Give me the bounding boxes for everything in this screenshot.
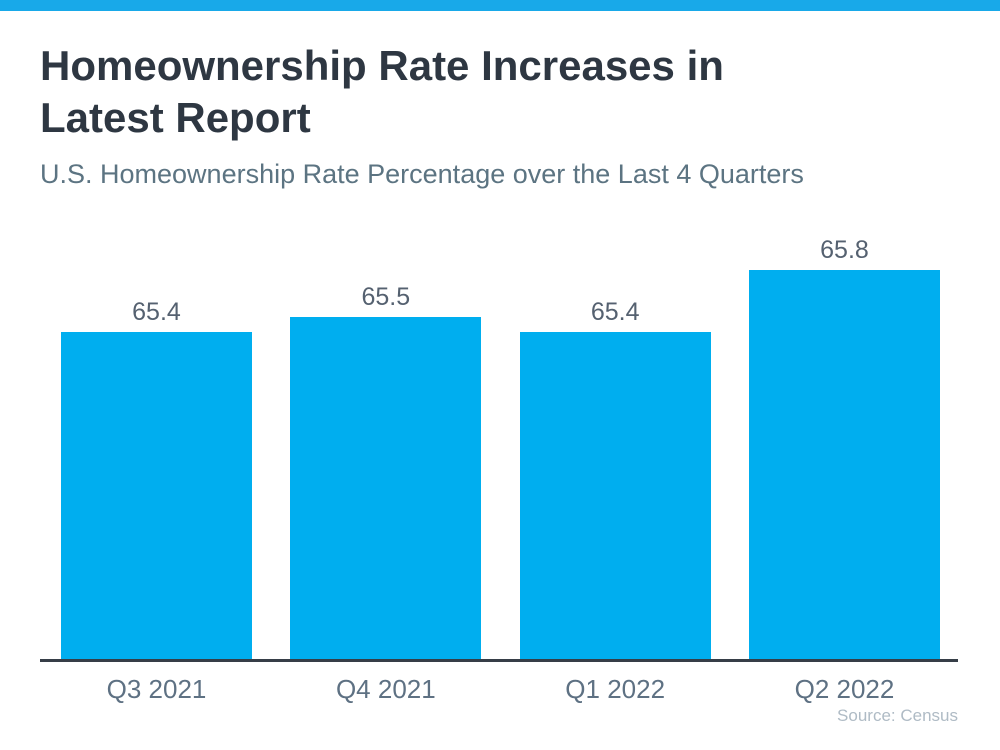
bar: [519, 332, 711, 659]
x-axis-line: [40, 659, 958, 662]
bar-value-label: 65.4: [132, 298, 181, 326]
bar-group: 65.4: [61, 298, 252, 659]
bar: [290, 317, 482, 659]
plot-area: 65.4 65.5 65.4 65.8: [40, 236, 958, 659]
x-axis-tick-label: Q1 2022: [565, 674, 666, 704]
bar-group: 65.8: [748, 236, 940, 659]
x-axis-tick-label: Q2 2022: [794, 674, 895, 704]
bar-group: 65.5: [290, 283, 482, 659]
page-title: Homeownership Rate Increases in Latest R…: [40, 42, 724, 141]
bar: [748, 270, 940, 659]
bar-value-label: 65.5: [361, 283, 411, 311]
bar-value-label: 65.4: [590, 298, 640, 326]
chart-subtitle: U.S. Homeownership Rate Percentage over …: [40, 159, 804, 189]
source-note: Source: Census: [837, 706, 958, 725]
x-axis-tick-label: Q3 2021: [106, 674, 207, 704]
bar-group: 65.4: [519, 298, 711, 659]
top-accent-bar: [0, 0, 1000, 11]
x-axis-labels: Q3 2021 Q4 2021 Q1 2022 Q2 2022: [40, 662, 958, 705]
bar-chart: 65.4 65.5 65.4 65.8 Q3 2021 Q4 2021 Q1 2022 Q2…: [40, 236, 958, 705]
bar: [61, 332, 252, 659]
bar-value-label: 65.8: [820, 236, 869, 264]
x-axis-tick-label: Q4 2021: [335, 674, 436, 704]
